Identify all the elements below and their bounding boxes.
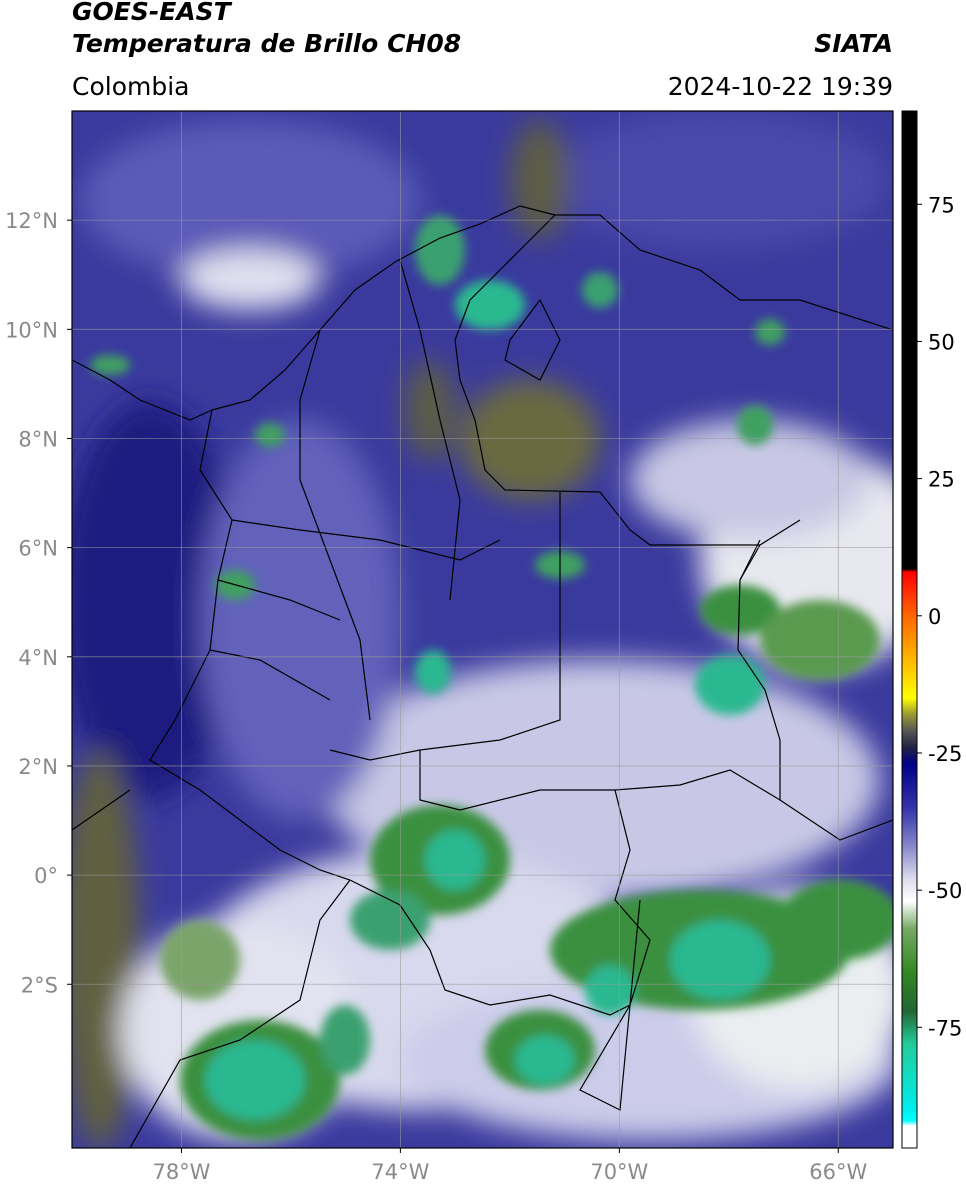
x-tick-label: 70°W (590, 1160, 648, 1184)
x-tick-label: 66°W (809, 1160, 867, 1184)
satellite-image (72, 111, 893, 1148)
colorbar-tick-label: -75 (928, 1016, 962, 1040)
colorbar-tick-label: 0 (928, 605, 941, 629)
source: SIATA (814, 29, 893, 58)
y-tick-label: 10°N (5, 318, 58, 342)
title: GOES-EAST (72, 0, 233, 26)
y-tick-label: 6°N (18, 537, 58, 561)
x-tick-label: 74°W (371, 1160, 429, 1184)
y-tick-label: 4°N (18, 646, 58, 670)
colorbar-tick-label: -25 (928, 742, 962, 766)
x-tick-label: 78°W (152, 1160, 210, 1184)
map-frame (71, 110, 894, 1149)
colorbar-tick-label: 50 (928, 330, 955, 354)
datetime: 2024-10-22 19:39 (668, 72, 893, 101)
y-tick-label: 2°S (21, 973, 58, 997)
colorbar (901, 110, 918, 1149)
region: Colombia (72, 72, 189, 101)
y-tick-label: 12°N (5, 209, 58, 233)
subtitle: Temperatura de Brillo CH08 (72, 29, 461, 58)
borders (72, 205, 893, 1148)
y-tick-label: 0° (34, 864, 58, 888)
colorbar-tick-label: 75 (928, 193, 955, 217)
colorbar-tick-label: -50 (928, 879, 962, 903)
y-tick-label: 8°N (18, 427, 58, 451)
y-tick-label: 2°N (18, 755, 58, 779)
colorbar-tick-label: 25 (928, 468, 955, 492)
